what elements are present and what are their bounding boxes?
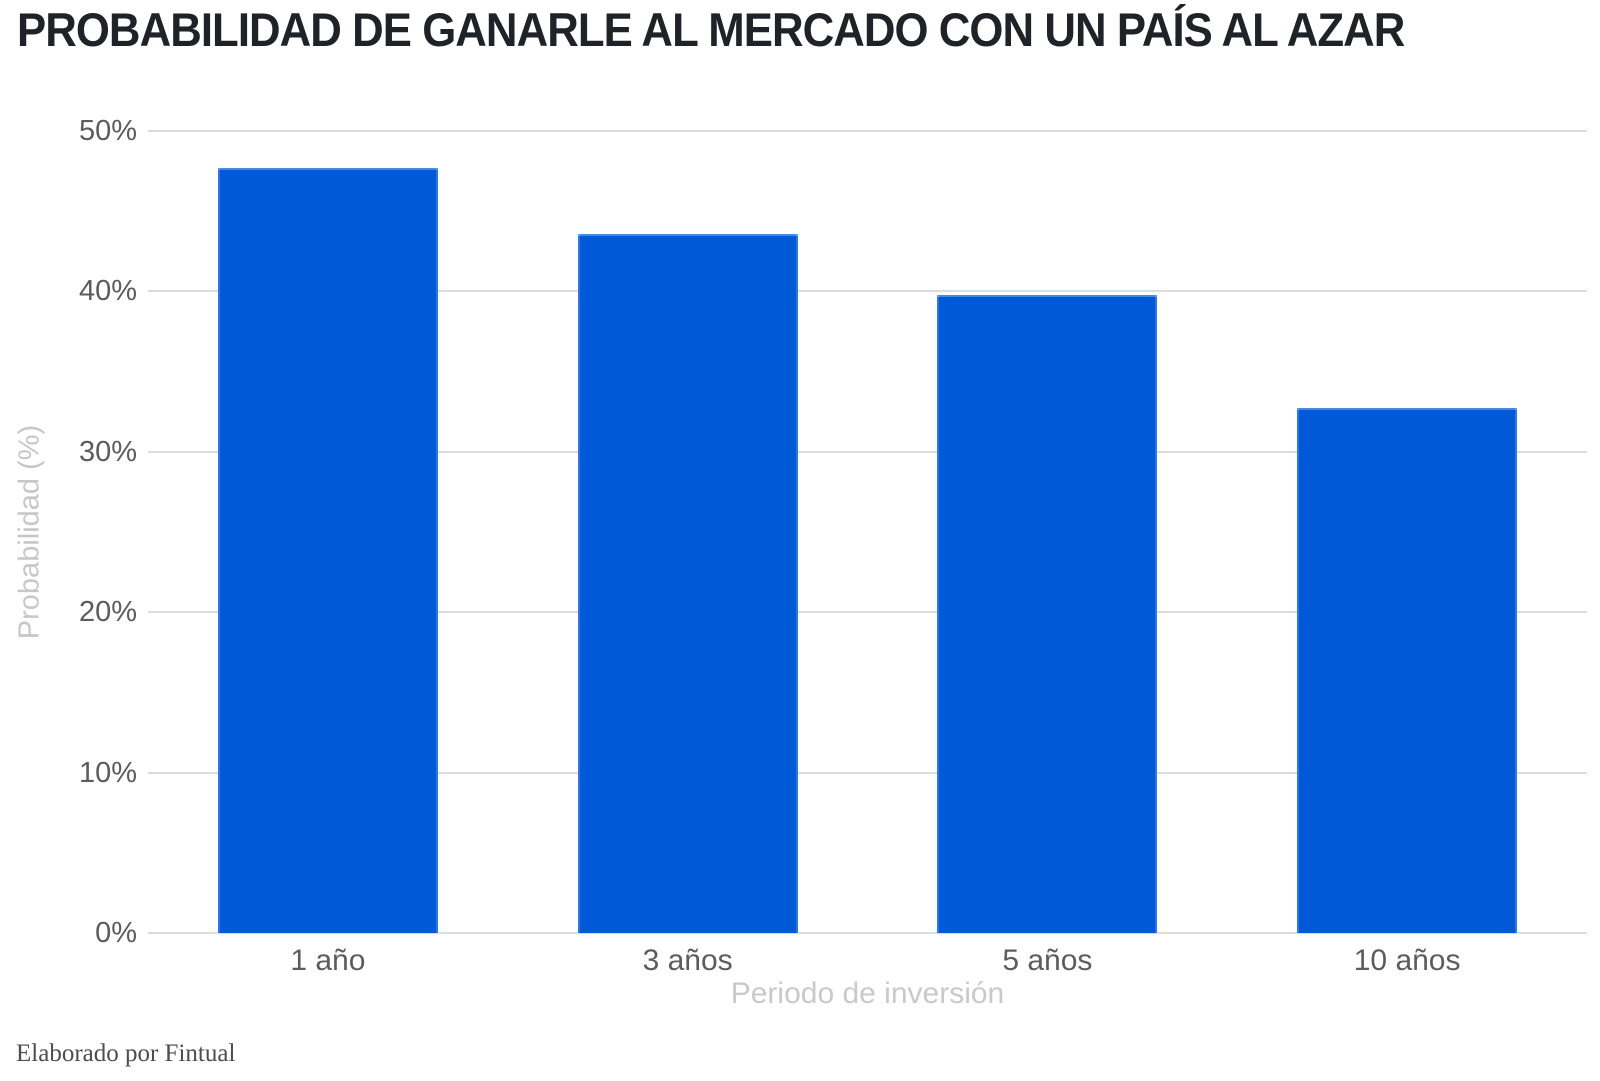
y-gridline	[148, 771, 1587, 774]
bar	[217, 167, 438, 933]
y-gridline	[148, 611, 1587, 614]
x-axis-title: Periodo de inversión	[730, 977, 1005, 1010]
x-tick-label: 5 años	[1002, 944, 1093, 977]
y-gridline	[148, 290, 1587, 293]
y-gridline	[148, 450, 1587, 453]
bar	[937, 294, 1158, 933]
y-tick-label: 20%	[78, 596, 137, 629]
y-gridline	[148, 130, 1587, 132]
y-tick-label: 50%	[78, 115, 137, 147]
y-gridline	[148, 932, 1587, 934]
x-tick-label: 10 años	[1353, 944, 1461, 977]
bar	[577, 233, 798, 933]
y-axis-title: Probabilidad (%)	[13, 424, 46, 640]
y-tick-label: 30%	[78, 435, 137, 468]
x-tick-label: 1 año	[290, 944, 366, 977]
chart-title: PROBABILIDAD DE GANARLE AL MERCADO CON U…	[17, 3, 1405, 56]
bar	[1297, 408, 1518, 933]
attribution-text: Elaborado por Fintual	[16, 1040, 236, 1067]
y-tick-label: 10%	[78, 756, 137, 789]
y-tick-label: 0%	[95, 917, 137, 949]
x-tick-label: 3 años	[642, 944, 733, 977]
y-tick-label: 40%	[78, 275, 137, 308]
